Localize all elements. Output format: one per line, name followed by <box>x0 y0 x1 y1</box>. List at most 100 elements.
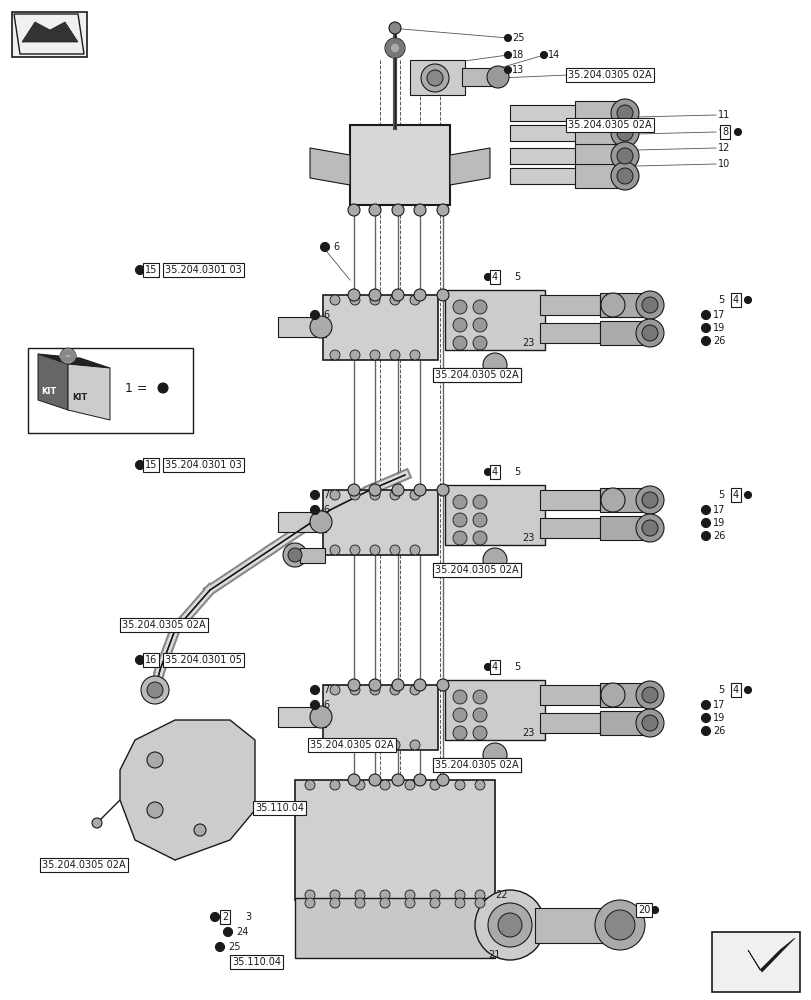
Circle shape <box>370 685 380 695</box>
Circle shape <box>370 295 380 305</box>
Bar <box>461 68 501 86</box>
Bar <box>599 683 654 707</box>
Circle shape <box>384 45 391 51</box>
Circle shape <box>329 545 340 555</box>
Circle shape <box>453 726 466 740</box>
Circle shape <box>368 289 380 301</box>
Text: 16: 16 <box>145 655 157 665</box>
Bar <box>574 121 629 145</box>
Polygon shape <box>14 14 84 54</box>
Circle shape <box>405 890 414 900</box>
Circle shape <box>635 681 663 709</box>
Text: 35.204.0305 02A: 35.204.0305 02A <box>568 70 650 80</box>
Circle shape <box>610 162 638 190</box>
Circle shape <box>388 22 401 34</box>
Circle shape <box>650 906 658 913</box>
Circle shape <box>484 273 491 280</box>
Circle shape <box>65 357 71 363</box>
Circle shape <box>594 900 644 950</box>
Circle shape <box>414 289 426 301</box>
Polygon shape <box>449 148 489 185</box>
Bar <box>444 680 544 740</box>
Circle shape <box>392 204 404 216</box>
Circle shape <box>600 488 624 512</box>
Circle shape <box>350 490 359 500</box>
Bar <box>539 490 599 510</box>
Circle shape <box>392 484 404 496</box>
Text: 1 =: 1 = <box>125 381 152 394</box>
Text: 6: 6 <box>323 700 328 710</box>
Bar <box>539 295 599 315</box>
Circle shape <box>135 656 144 664</box>
Bar <box>294 898 495 958</box>
Circle shape <box>158 383 168 393</box>
Circle shape <box>410 685 419 695</box>
Circle shape <box>380 780 389 790</box>
Text: 35.204.0305 02A: 35.204.0305 02A <box>568 120 650 130</box>
Circle shape <box>384 38 405 58</box>
Circle shape <box>350 545 359 555</box>
Circle shape <box>389 740 400 750</box>
Circle shape <box>223 927 232 936</box>
Bar <box>599 293 654 317</box>
Text: 15: 15 <box>145 265 157 275</box>
Text: KIT: KIT <box>72 393 87 402</box>
Circle shape <box>60 348 76 364</box>
Circle shape <box>348 484 359 496</box>
Text: 13: 13 <box>512 65 524 75</box>
Circle shape <box>348 679 359 691</box>
Bar <box>599 488 654 512</box>
Bar <box>323 490 437 555</box>
Text: 17: 17 <box>712 505 724 515</box>
Circle shape <box>616 148 633 164</box>
Circle shape <box>310 700 319 710</box>
Circle shape <box>389 685 400 695</box>
Circle shape <box>642 520 657 536</box>
Text: 35.204.0305 02A: 35.204.0305 02A <box>435 370 518 380</box>
Text: 35.110.04: 35.110.04 <box>232 957 281 967</box>
Circle shape <box>701 700 710 710</box>
Circle shape <box>380 898 389 908</box>
Text: 35.204.0305 02A: 35.204.0305 02A <box>435 565 518 575</box>
Circle shape <box>350 685 359 695</box>
Circle shape <box>305 890 315 900</box>
Circle shape <box>436 484 448 496</box>
Text: 19: 19 <box>712 323 724 333</box>
Circle shape <box>69 350 75 356</box>
Circle shape <box>410 350 419 360</box>
Polygon shape <box>38 354 109 368</box>
Circle shape <box>436 204 448 216</box>
Circle shape <box>701 726 710 735</box>
Polygon shape <box>120 720 255 860</box>
Bar <box>509 125 579 141</box>
Circle shape <box>348 289 359 301</box>
Text: 4: 4 <box>491 272 497 282</box>
Bar <box>509 168 579 184</box>
Bar <box>350 125 449 205</box>
Circle shape <box>288 548 302 562</box>
Circle shape <box>474 780 484 790</box>
Circle shape <box>473 495 487 509</box>
Circle shape <box>194 824 206 836</box>
Circle shape <box>600 683 624 707</box>
Circle shape <box>368 679 380 691</box>
Bar <box>539 323 599 343</box>
Circle shape <box>69 356 75 362</box>
Circle shape <box>92 818 102 828</box>
Text: 26: 26 <box>712 726 724 736</box>
Text: 5: 5 <box>717 490 723 500</box>
Circle shape <box>389 350 400 360</box>
Circle shape <box>354 890 365 900</box>
Circle shape <box>497 913 521 937</box>
Circle shape <box>329 780 340 790</box>
Circle shape <box>414 484 426 496</box>
Text: 11: 11 <box>717 110 729 120</box>
Bar <box>28 348 193 433</box>
Circle shape <box>59 353 65 359</box>
Bar <box>323 685 437 750</box>
Circle shape <box>61 356 67 362</box>
Circle shape <box>310 490 319 499</box>
Text: 12: 12 <box>717 143 729 153</box>
Text: 5: 5 <box>513 272 520 282</box>
Circle shape <box>430 890 440 900</box>
